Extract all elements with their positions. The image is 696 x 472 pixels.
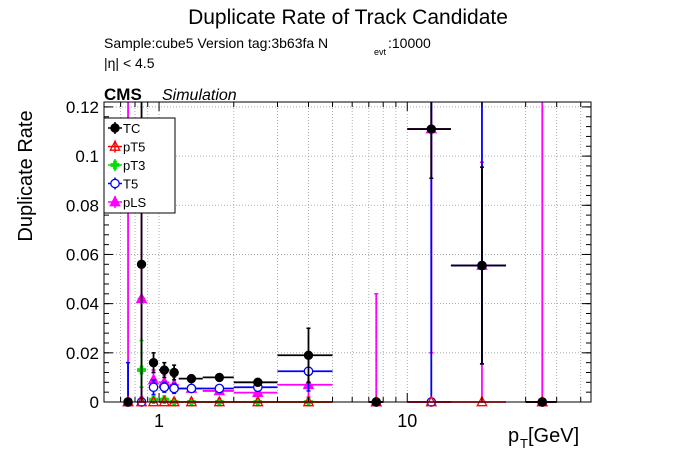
grid [103, 102, 591, 402]
legend-label: T5 [123, 177, 138, 192]
marker [186, 373, 197, 384]
sample-info: Sample:cube5 Version tag:3b63fa N [104, 35, 328, 51]
marker [158, 395, 171, 407]
data-point [450, 166, 507, 365]
x-axis-title-unit: [GeV] [528, 425, 579, 447]
marker [149, 395, 158, 404]
data-point [407, 102, 451, 179]
x-axis-title-sub: T [520, 436, 528, 451]
marker [302, 395, 315, 407]
y-tick-label: 0.06 [66, 245, 99, 264]
legend: TC pT5 pT3 T5 pLS [103, 117, 176, 214]
y-tick-label: 0.04 [66, 295, 99, 314]
marker [425, 395, 438, 407]
y-tick-label: 0.1 [75, 147, 99, 166]
marker [213, 395, 226, 407]
marker [159, 382, 170, 393]
legend-entry-pt3: pT3 [108, 158, 145, 173]
y-axis-title: Duplicate Rate [15, 110, 37, 241]
data-point [277, 327, 333, 384]
marker [159, 365, 170, 375]
nevt-subscript: evt [374, 47, 387, 57]
legend-entry-pt5: pT5 [108, 140, 145, 155]
x-axis-title-main: p [508, 425, 519, 447]
data-point [159, 381, 170, 393]
data-point [233, 377, 278, 388]
legend-marker [109, 195, 121, 207]
legend-marker [109, 139, 121, 151]
marker [169, 367, 179, 378]
data-point [178, 383, 203, 394]
y-tick-label: 0 [90, 393, 99, 412]
marker [214, 383, 225, 394]
marker [148, 382, 159, 393]
plot-frame [103, 101, 592, 403]
legend-marker [110, 123, 120, 133]
data-point [159, 361, 170, 379]
marker [476, 395, 488, 407]
legend-entry-tc: TC [108, 121, 140, 136]
legend-label: pLS [123, 195, 146, 210]
marker [147, 395, 160, 407]
x-tick-label: 10 [397, 411, 417, 431]
marker [303, 350, 314, 360]
marker [185, 395, 198, 407]
data-point [148, 379, 159, 396]
eta-cut-label: |η| < 4.5 [104, 55, 155, 71]
data-point [169, 364, 179, 381]
x-axis-title: p T [GeV] [508, 425, 579, 451]
marker [136, 259, 147, 269]
data-point [148, 352, 159, 374]
data-point [178, 373, 203, 384]
legend-marker [110, 178, 120, 189]
x-tick-label: 1 [154, 411, 164, 431]
legend-label: TC [123, 121, 140, 136]
marker [477, 260, 487, 271]
marker [135, 395, 148, 407]
marker [253, 377, 263, 388]
y-tick-label: 0.08 [66, 196, 99, 215]
legend-entry-pls: pLS [108, 195, 146, 210]
marker [252, 395, 264, 407]
marker [168, 395, 180, 407]
data-point [169, 382, 179, 395]
marker [186, 383, 197, 394]
nevt-value: :10000 [388, 35, 431, 51]
series-tc [123, 102, 557, 407]
marker [169, 383, 179, 394]
legend-label: pT5 [123, 140, 145, 155]
data-point [202, 383, 234, 394]
marker [159, 395, 169, 404]
marker [214, 372, 225, 383]
legend-entry-t5: T5 [108, 177, 138, 192]
y-tick-label: 0.02 [66, 344, 99, 363]
y-tick-label: 0.12 [66, 98, 99, 117]
simulation-label: Simulation [162, 87, 237, 104]
marker [426, 124, 437, 134]
cms-label: CMS [104, 85, 142, 104]
legend-marker [110, 160, 120, 170]
legend-label: pT3 [123, 158, 145, 173]
data-point [202, 372, 234, 383]
marker [148, 357, 159, 368]
chart-title: Duplicate Rate of Track Candidate [188, 6, 508, 29]
